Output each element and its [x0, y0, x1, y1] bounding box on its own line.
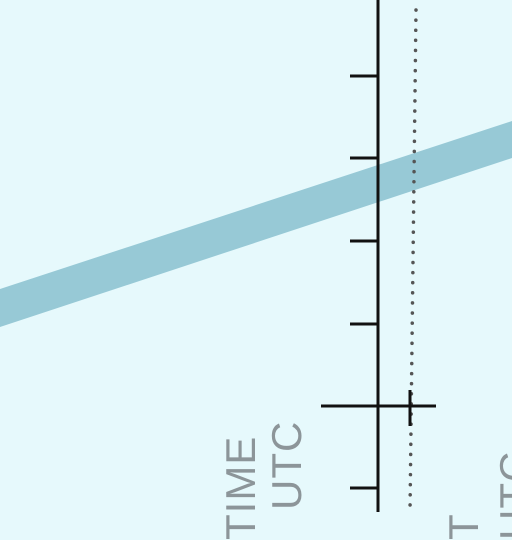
utc-label-left: UTC [263, 420, 310, 510]
utc-label-right: UTC [491, 450, 512, 540]
timezone-band [0, 121, 512, 327]
dotted-boundary-line [408, 8, 418, 512]
timezone-map-graphic [0, 0, 512, 512]
time-label: TIME [217, 435, 264, 540]
t-label: T [440, 513, 487, 540]
